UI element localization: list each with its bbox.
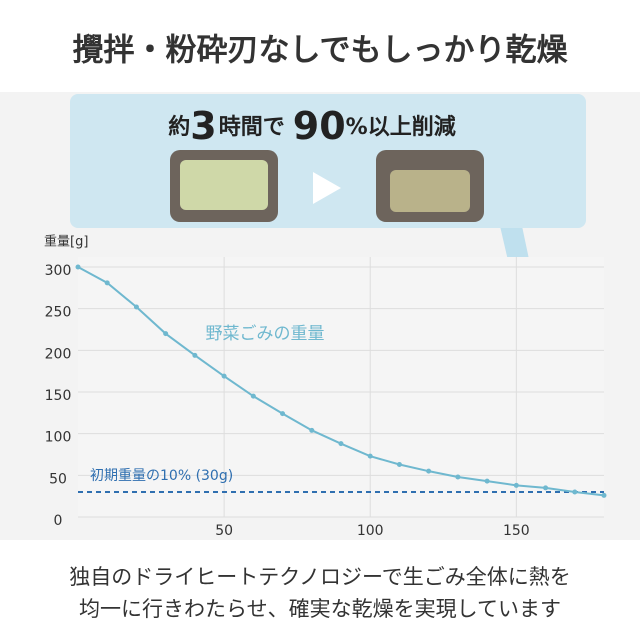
- callout-text: 約3時間で 90%以上削減: [168, 104, 455, 148]
- y-tick-label: 300: [45, 263, 72, 279]
- callout-hours: 3: [190, 104, 216, 148]
- callout-prefix: 約: [168, 114, 190, 140]
- x-tick-label: 150: [503, 523, 530, 539]
- point: [543, 485, 549, 491]
- point: [250, 393, 256, 399]
- after-food: [390, 170, 470, 212]
- point: [513, 482, 519, 488]
- footer-line: 独自のドライヒートテクノロジーで生ごみ全体に熱を: [69, 565, 570, 589]
- series-label: 野菜ごみの重量: [206, 324, 325, 344]
- point: [163, 331, 169, 337]
- footer-line: 均一に行きわたらせ、確実な乾燥を実現しています: [79, 597, 561, 621]
- y-tick-label: 200: [45, 346, 72, 362]
- point: [104, 280, 110, 286]
- callout-mid: 時間で: [219, 115, 285, 140]
- point: [484, 478, 490, 484]
- point: [192, 352, 198, 358]
- before-food: [180, 160, 268, 210]
- point: [309, 427, 315, 433]
- y-tick-label: 150: [45, 388, 72, 404]
- point: [280, 411, 286, 417]
- point: [133, 304, 139, 310]
- x-tick-label: 100: [357, 523, 384, 539]
- x-tick-label: 50: [215, 523, 233, 539]
- reference-label: 初期重量の10% (30g): [90, 467, 233, 484]
- point: [455, 474, 461, 480]
- point: [338, 441, 344, 447]
- y-tick-label: 250: [45, 305, 72, 321]
- point: [75, 264, 81, 270]
- point: [221, 373, 227, 379]
- callout-percent: 90: [293, 104, 346, 148]
- y-tick-label: 50: [49, 471, 67, 487]
- point: [367, 453, 373, 459]
- point: [601, 492, 607, 498]
- heading: 攪拌・粉砕刃なしでもしっかり乾燥: [72, 33, 568, 69]
- y-axis-label: 重量[g]: [44, 234, 88, 250]
- point: [396, 462, 402, 467]
- point: [426, 468, 432, 474]
- y-tick-label: 100: [45, 430, 72, 446]
- plot: 0 50 100 150 200 250 300 50 100 150 重量[g] 初期重量の10% …: [44, 234, 607, 539]
- y-tick-label: 0: [54, 513, 63, 529]
- arrow-icon: [313, 172, 341, 204]
- callout-suffix: %以上削減: [346, 115, 456, 140]
- point: [572, 489, 578, 495]
